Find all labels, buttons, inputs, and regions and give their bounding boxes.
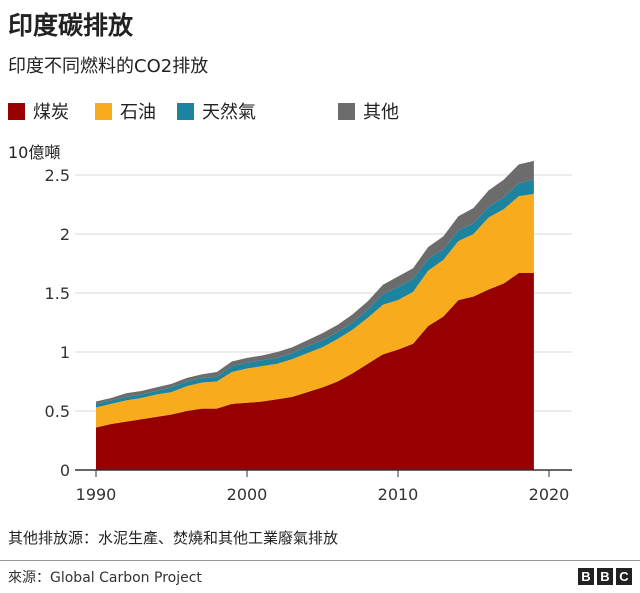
legend-swatch bbox=[8, 102, 25, 120]
legend-label: 煤炭 bbox=[33, 102, 69, 123]
bbc-logo: B B C bbox=[578, 568, 632, 585]
y-tick-label: 0 bbox=[60, 461, 70, 480]
legend-other: 其他 bbox=[338, 98, 399, 124]
x-tick-label: 1990 bbox=[76, 485, 117, 504]
divider bbox=[0, 560, 640, 561]
legend-coal: 煤炭 bbox=[8, 98, 69, 124]
legend-swatch bbox=[338, 102, 355, 120]
area-oil bbox=[96, 193, 534, 428]
source: 來源：Global Carbon Project bbox=[8, 570, 202, 586]
footnote: 其他排放源：水泥生產、焚燒和其他工業廢氣排放 bbox=[8, 529, 339, 547]
legend-label: 石油 bbox=[120, 102, 156, 123]
legend-label: 其他 bbox=[363, 102, 399, 123]
area-coal bbox=[96, 272, 534, 470]
x-tick-label: 2020 bbox=[529, 485, 570, 504]
y-tick-label: 1.5 bbox=[45, 284, 70, 303]
y-tick-label: 1 bbox=[60, 343, 70, 362]
logo-letter: B bbox=[578, 568, 594, 585]
logo-letter: C bbox=[616, 568, 632, 585]
subtitle: 印度不同燃料的CO2排放 bbox=[8, 56, 209, 77]
legend-oil: 石油 bbox=[95, 98, 156, 124]
y-tick-label: 2.5 bbox=[45, 166, 70, 185]
x-tick-label: 2000 bbox=[227, 485, 268, 504]
legend-swatch bbox=[177, 102, 194, 120]
logo-letter: B bbox=[597, 568, 613, 585]
legend-gas: 天然氣 bbox=[177, 98, 256, 124]
legend-label: 天然氣 bbox=[202, 102, 256, 123]
x-tick-label: 2010 bbox=[378, 485, 419, 504]
y-tick-label: 2 bbox=[60, 225, 70, 244]
y-axis-label: 10億噸 bbox=[8, 143, 61, 162]
y-tick-label: 0.5 bbox=[45, 402, 70, 421]
legend-swatch bbox=[95, 102, 112, 120]
page-title: 印度碳排放 bbox=[8, 11, 134, 40]
